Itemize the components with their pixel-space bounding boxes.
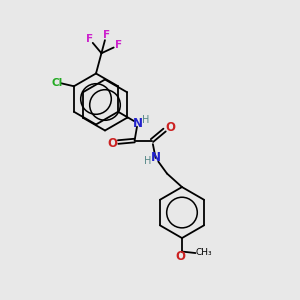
Text: F: F [115,40,122,50]
Text: N: N [133,117,142,130]
Text: CH₃: CH₃ [195,248,212,257]
Text: F: F [103,30,110,40]
Text: N: N [151,152,160,164]
Text: H: H [144,156,151,166]
Text: F: F [86,34,93,44]
Text: H: H [142,115,150,124]
Text: O: O [165,121,175,134]
Text: O: O [176,250,185,263]
Text: Cl: Cl [52,78,63,88]
Text: O: O [108,137,118,150]
